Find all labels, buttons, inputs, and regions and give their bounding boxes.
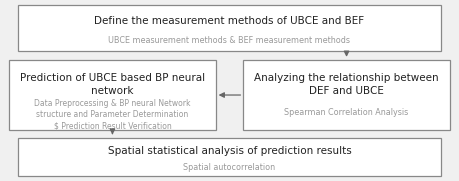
FancyBboxPatch shape	[243, 60, 450, 130]
Text: Spearman Correlation Analysis: Spearman Correlation Analysis	[285, 108, 409, 117]
Text: Spatial autocorrelation: Spatial autocorrelation	[184, 163, 275, 172]
FancyBboxPatch shape	[9, 60, 216, 130]
Text: UBCE measurement methods & BEF measurement methods: UBCE measurement methods & BEF measureme…	[108, 36, 351, 45]
Text: Data Preprocessing & BP neural Network
structure and Parameter Determination
$ P: Data Preprocessing & BP neural Network s…	[34, 99, 190, 130]
Text: Analyzing the relationship between
DEF and UBCE: Analyzing the relationship between DEF a…	[254, 73, 439, 96]
Text: Spatial statistical analysis of prediction results: Spatial statistical analysis of predicti…	[107, 146, 352, 156]
FancyBboxPatch shape	[18, 138, 441, 176]
Text: Define the measurement methods of UBCE and BEF: Define the measurement methods of UBCE a…	[95, 16, 364, 26]
Text: Prediction of UBCE based BP neural
network: Prediction of UBCE based BP neural netwo…	[20, 73, 205, 96]
FancyBboxPatch shape	[18, 5, 441, 51]
